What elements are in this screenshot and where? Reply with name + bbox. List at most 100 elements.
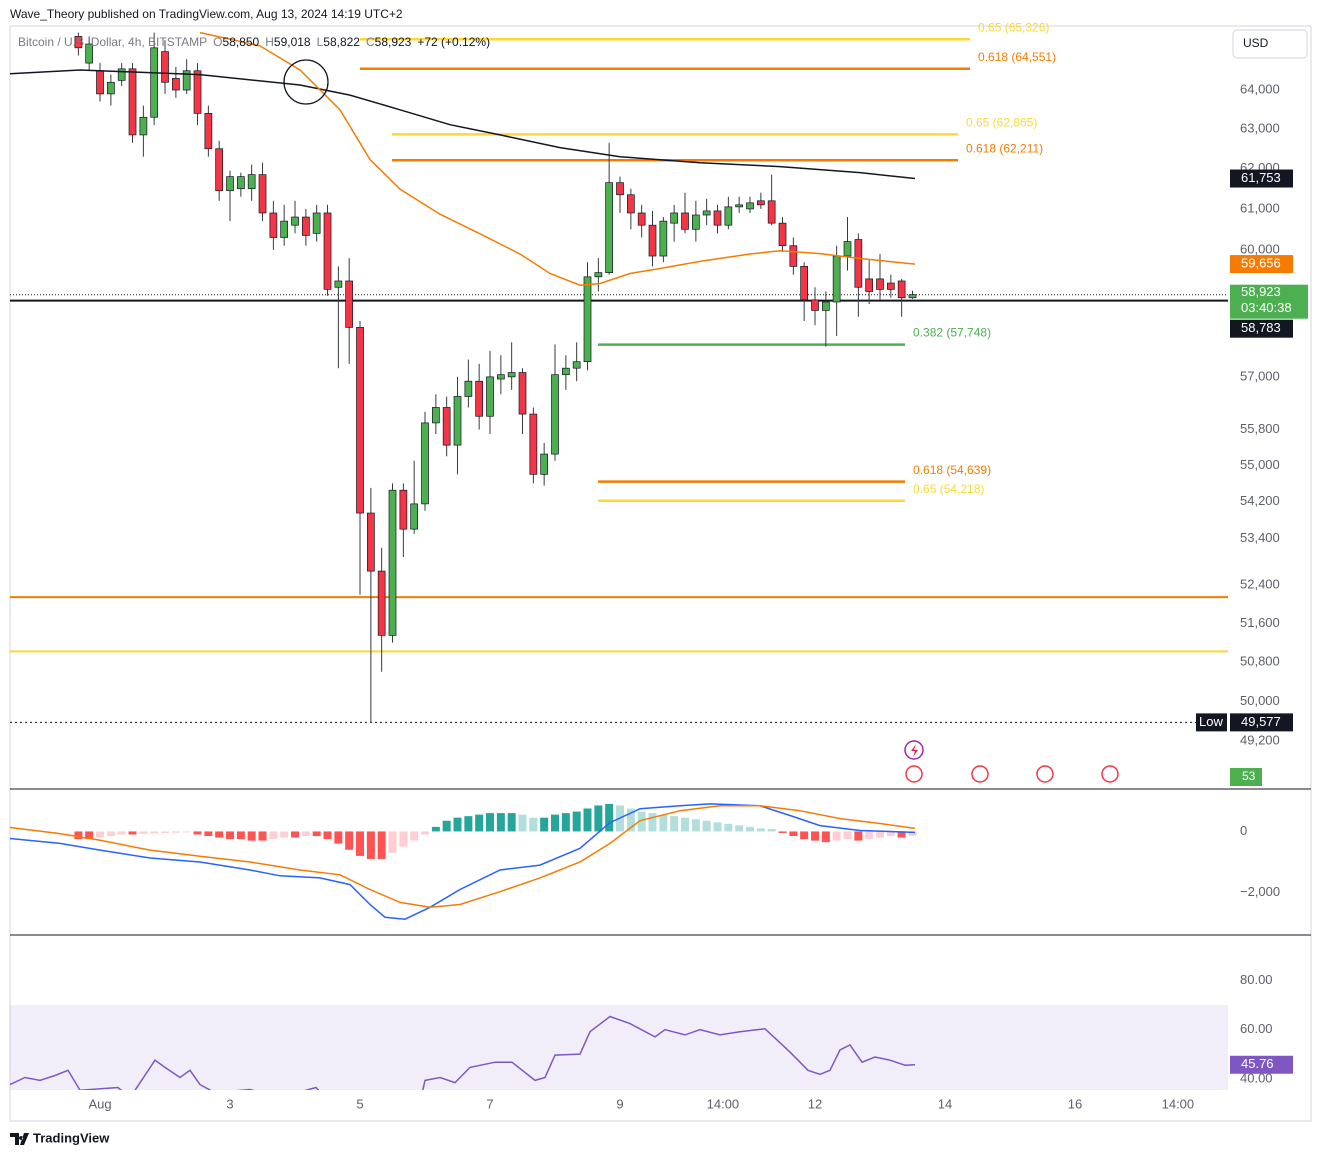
candle-body: [432, 407, 440, 424]
y-tick-label: 51,600: [1240, 615, 1280, 630]
flag-icon[interactable]: [1101, 765, 1119, 783]
currency: USD: [1243, 36, 1269, 50]
y-tick-label: 57,000: [1240, 368, 1280, 383]
macd-histogram-bar: [258, 831, 267, 841]
last-price-tag: [1230, 284, 1308, 319]
legend-value: 58,923: [375, 35, 412, 49]
macd-histogram-bar: [789, 831, 798, 837]
macd-histogram-bar: [236, 831, 245, 840]
candle-body: [280, 220, 289, 238]
y-tick-label: 60,000: [1240, 241, 1280, 256]
price-tag: [1230, 255, 1293, 274]
macd-histogram-bar: [475, 814, 484, 832]
macd-histogram-bar: [854, 831, 863, 841]
rsi-tag-label: 45.76: [1241, 1056, 1274, 1071]
candle-body: [865, 278, 873, 292]
candle-body: [269, 212, 278, 238]
legend-key: H: [265, 35, 274, 49]
candle-body: [497, 374, 505, 380]
x-tick-label: 12: [808, 1096, 822, 1111]
candle-body: [659, 220, 668, 257]
logo: [10, 1133, 29, 1145]
macd-histogram-bar: [85, 831, 94, 840]
macd-histogram-bar: [811, 831, 820, 841]
macd-histogram-bar: [356, 831, 365, 856]
macd-histogram-bar: [540, 817, 549, 832]
macd-histogram-bar: [312, 831, 321, 837]
macd-histogram-bar: [659, 814, 668, 832]
macd-line: [10, 803, 916, 920]
candle-body: [529, 413, 538, 475]
candle-body: [681, 212, 689, 230]
legend-value: 58,850: [223, 35, 260, 49]
candle-body: [258, 174, 267, 214]
legend-value: 59,018: [274, 35, 311, 49]
currency-button[interactable]: [1232, 29, 1308, 59]
macd-histogram-bar: [464, 816, 473, 832]
macd-histogram-bar: [388, 831, 397, 853]
candle-body: [572, 361, 581, 369]
frame: [9, 25, 1312, 1122]
candle-body: [887, 282, 895, 290]
macd-histogram-bar: [366, 831, 375, 859]
fib-label: 0.65 (65,326): [978, 20, 1049, 34]
macd-histogram-bar: [832, 831, 841, 841]
line-tag-name-label: Low: [1199, 714, 1223, 729]
y-tick-label: 61,000: [1240, 200, 1280, 215]
rsi-pane: [10, 1005, 1228, 1090]
macd-histogram-bar: [117, 831, 126, 835]
macd-histogram-bar: [410, 831, 419, 841]
fib-label: 0.65 (54,218): [913, 482, 984, 496]
candle-body: [702, 210, 711, 216]
y-tick-label: 64,000: [1240, 81, 1280, 96]
moving-average: [199, 31, 916, 286]
flag-icon[interactable]: [971, 765, 989, 783]
candle-body: [562, 367, 570, 376]
candle-body: [410, 503, 419, 530]
candle-body: [204, 112, 213, 150]
flag-icon[interactable]: [905, 765, 923, 783]
fib-label: 0.65 (62,865): [966, 115, 1037, 129]
price-tag: [1230, 169, 1293, 188]
macd-histogram-bar: [226, 831, 235, 840]
macd-histogram-bar: [139, 831, 148, 834]
candle-body: [453, 396, 462, 446]
drawing-circle: [283, 59, 329, 105]
macd-histogram-bar: [323, 831, 332, 840]
flag-icons: [905, 765, 1119, 783]
y-tick-label: 40.00: [1240, 1070, 1273, 1085]
y-tick-label: 49,200: [1240, 733, 1280, 748]
rsi-line: [10, 1015, 916, 1090]
x-tick-label: 14:00: [707, 1096, 740, 1111]
candle-body: [832, 255, 841, 303]
candle-body: [367, 512, 375, 572]
candle-body: [692, 214, 700, 230]
price-tag-label: 59,656: [1241, 256, 1281, 271]
macd-histogram-bar: [648, 813, 657, 832]
candle-body: [616, 182, 624, 196]
candle-body: [735, 204, 743, 208]
macd-histogram-bar: [442, 820, 451, 832]
macd-histogram-bar: [96, 831, 105, 838]
macd-histogram-bar: [778, 831, 787, 833]
flag-icon[interactable]: [1036, 765, 1054, 783]
macd-histogram-bar: [204, 831, 213, 837]
candle-body: [399, 489, 408, 530]
candle-body: [594, 272, 603, 278]
candle-body: [670, 212, 679, 224]
macd-histogram-bar: [215, 831, 224, 838]
candle-body: [551, 374, 559, 455]
candle-body: [800, 266, 808, 301]
macd-histogram-bar: [269, 831, 278, 840]
legend-key: C: [366, 35, 375, 49]
macd-line: [10, 805, 916, 909]
candle-body: [475, 380, 484, 417]
x-tick-label: 14: [938, 1096, 952, 1111]
moving-average: [10, 69, 916, 180]
macd-histogram-bar: [301, 831, 310, 837]
candle-body: [302, 216, 310, 236]
candle-body: [897, 280, 906, 299]
publisher: Wave_Theory published on TradingView.com…: [10, 7, 403, 21]
candle-body: [583, 276, 592, 363]
